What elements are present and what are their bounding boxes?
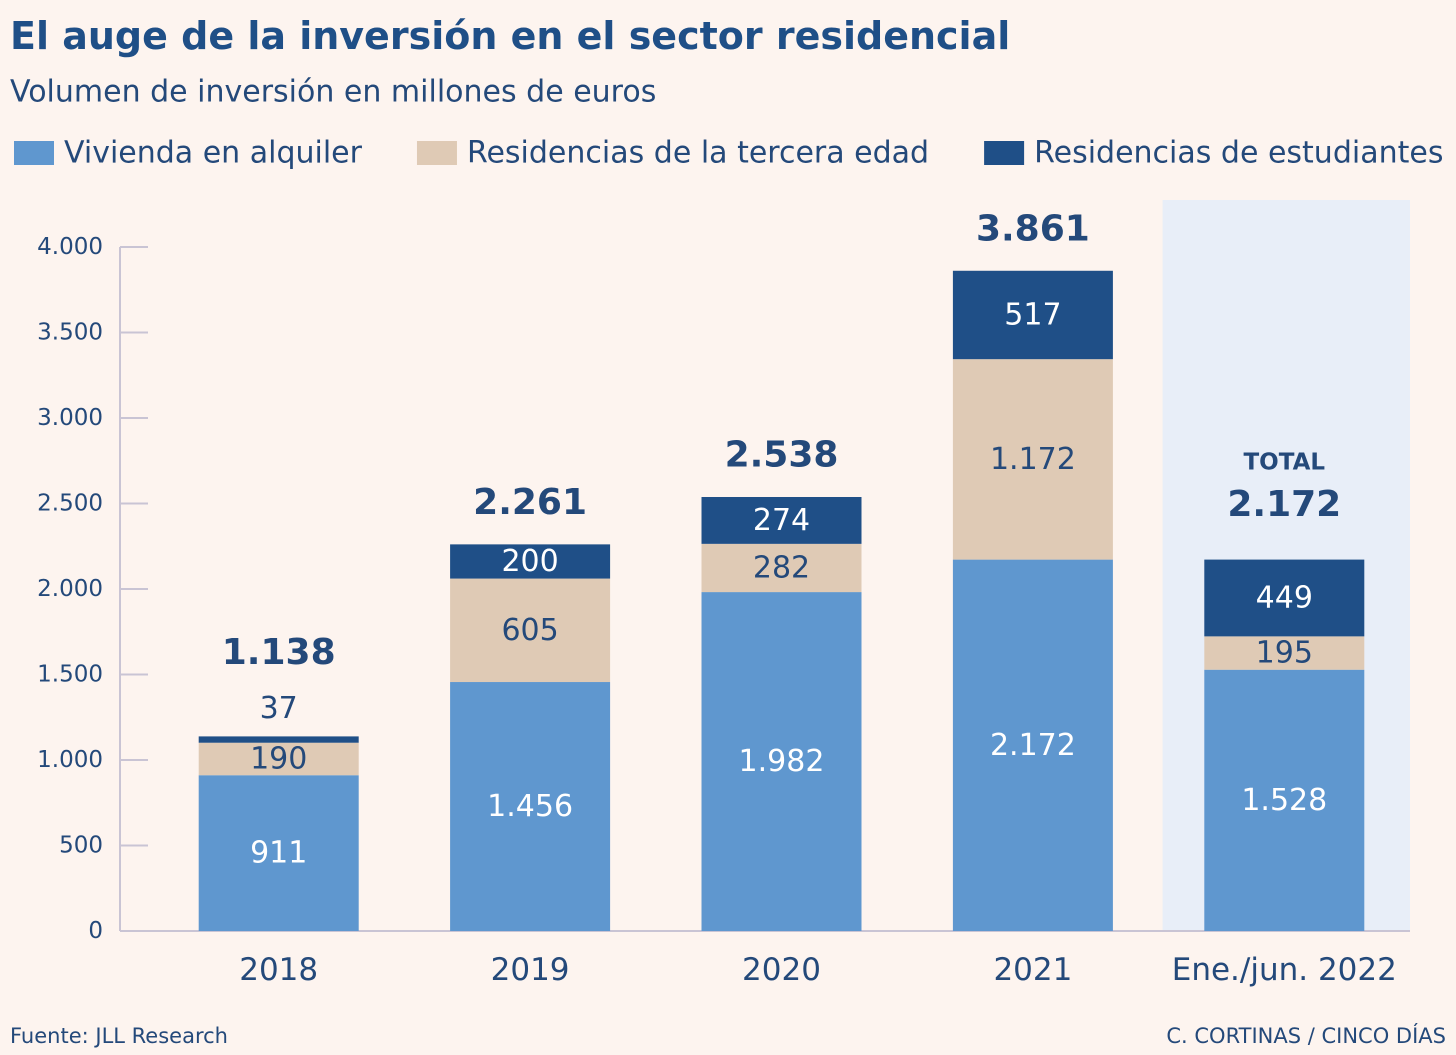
y-tick-label: 4.000	[37, 234, 103, 260]
source: Fuente: JLL Research	[10, 1024, 228, 1048]
bar-segment	[1204, 669, 1365, 931]
value-label: 1.982	[739, 744, 825, 779]
bar-segment	[952, 559, 1113, 931]
value-label: 195	[1256, 636, 1313, 671]
y-tick-label: 500	[59, 833, 103, 859]
legend-label: Residencias de estudiantes	[1034, 136, 1443, 171]
bar-segment	[198, 736, 359, 743]
bar-segment	[701, 543, 862, 593]
value-label: 282	[753, 550, 810, 585]
bar-segment	[952, 270, 1113, 360]
value-label: 200	[501, 544, 558, 579]
value-label: 1.456	[487, 789, 573, 824]
y-tick-label: 3.500	[37, 320, 103, 346]
total-label: 1.138	[222, 632, 336, 673]
y-tick-label: 2.500	[37, 491, 103, 517]
legend-swatch	[416, 141, 457, 165]
x-tick-label: Ene./jun. 2022	[1172, 952, 1397, 988]
total-label: 2.172	[1227, 484, 1341, 525]
y-tick-label: 1.000	[37, 747, 103, 773]
bar-segment	[450, 544, 611, 579]
bar-segment	[701, 592, 862, 931]
value-label: 2.172	[990, 728, 1076, 763]
value-label: 449	[1256, 580, 1313, 615]
chart-title: El auge de la inversión en el sector res…	[10, 14, 1010, 58]
bar-segment	[1204, 559, 1365, 637]
x-tick-label: 2021	[993, 952, 1072, 988]
y-tick-label: 3.000	[37, 405, 103, 431]
value-label: 190	[250, 741, 307, 776]
total-label: 2.538	[725, 435, 839, 476]
y-tick-label: 2.000	[37, 576, 103, 602]
total-label: 3.861	[976, 208, 1090, 249]
value-label: 605	[501, 613, 558, 648]
bar-segment	[450, 578, 611, 683]
legend-label: Residencias de la tercera edad	[467, 136, 929, 171]
bar-segment	[198, 775, 359, 931]
chart-subtitle: Volumen de inversión en millones de euro…	[10, 75, 656, 110]
total-annotation: TOTAL	[1243, 450, 1325, 476]
bar-segment	[450, 682, 611, 931]
legend-swatch	[984, 141, 1025, 165]
value-label: 1.172	[990, 442, 1076, 477]
value-label: 517	[1004, 297, 1061, 332]
bar-segment	[1204, 636, 1365, 670]
value-label: 37	[260, 691, 298, 726]
y-tick-label: 1.500	[37, 662, 103, 688]
value-label: 274	[753, 503, 810, 538]
value-label: 911	[250, 836, 307, 871]
x-tick-label: 2018	[239, 952, 318, 988]
bar-segment	[952, 359, 1113, 560]
bar-segment	[198, 742, 359, 776]
bar-segment	[701, 497, 862, 544]
x-tick-label: 2019	[491, 952, 570, 988]
y-tick-label: 0	[88, 918, 103, 944]
credit: C. CORTINAS / CINCO DÍAS	[1166, 1023, 1446, 1048]
value-label: 1.528	[1241, 783, 1327, 818]
total-label: 2.261	[473, 482, 587, 523]
x-tick-label: 2020	[742, 952, 821, 988]
legend-label: Vivienda en alquiler	[64, 136, 363, 171]
legend-swatch	[14, 141, 54, 165]
